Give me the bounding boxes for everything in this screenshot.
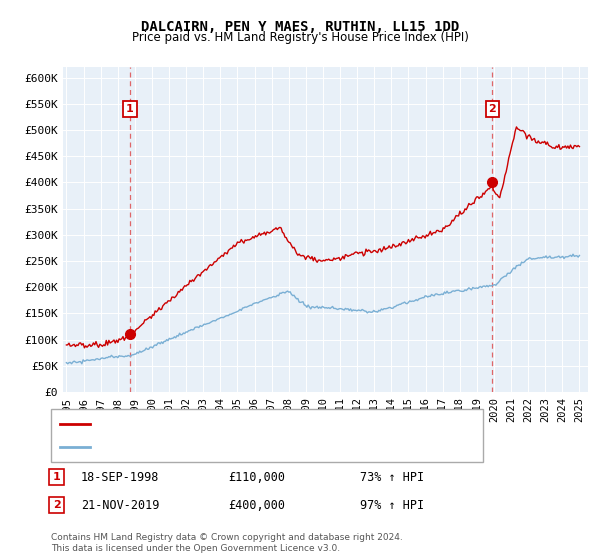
Text: Contains HM Land Registry data © Crown copyright and database right 2024.
This d: Contains HM Land Registry data © Crown c… (51, 533, 403, 553)
Text: DALCAIRN, PEN Y MAES, RUTHIN, LL15 1DD: DALCAIRN, PEN Y MAES, RUTHIN, LL15 1DD (141, 20, 459, 34)
Text: HPI: Average price, detached house, Denbighshire: HPI: Average price, detached house, Denb… (96, 442, 358, 452)
Text: 2: 2 (488, 104, 496, 114)
Text: 2: 2 (53, 500, 61, 510)
Text: 97% ↑ HPI: 97% ↑ HPI (360, 498, 424, 512)
Text: 21-NOV-2019: 21-NOV-2019 (81, 498, 160, 512)
Text: 73% ↑ HPI: 73% ↑ HPI (360, 470, 424, 484)
Text: Price paid vs. HM Land Registry's House Price Index (HPI): Price paid vs. HM Land Registry's House … (131, 31, 469, 44)
Text: DALCAIRN, PEN Y MAES, RUTHIN, LL15 1DD (detached house): DALCAIRN, PEN Y MAES, RUTHIN, LL15 1DD (… (96, 419, 416, 429)
Text: £110,000: £110,000 (228, 470, 285, 484)
Text: 1: 1 (126, 104, 134, 114)
Text: £400,000: £400,000 (228, 498, 285, 512)
Text: 1: 1 (53, 472, 61, 482)
Text: 18-SEP-1998: 18-SEP-1998 (81, 470, 160, 484)
